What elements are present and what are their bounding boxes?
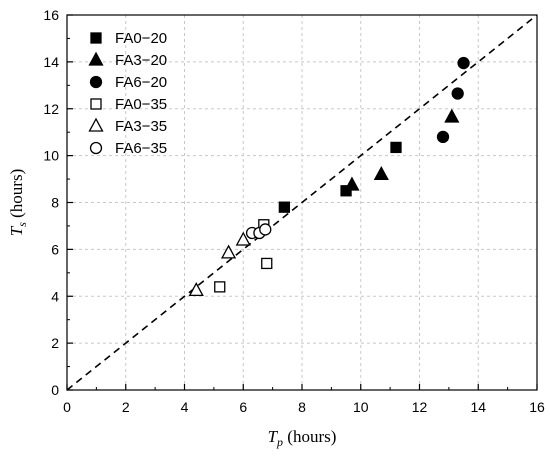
legend-marker-hollow-circle <box>89 141 103 155</box>
legend-label: FA3−35 <box>115 118 167 135</box>
x-tick-label: 12 <box>412 399 428 415</box>
y-tick-label: 14 <box>43 54 59 70</box>
data-points <box>188 56 470 297</box>
data-point-hollow-square <box>214 281 226 293</box>
x-tick-label: 0 <box>63 399 71 415</box>
x-tick-label: 2 <box>122 399 130 415</box>
y-tick-label: 0 <box>51 382 59 398</box>
legend-label: FA0−20 <box>115 30 167 47</box>
x-tick-label: 8 <box>298 399 306 415</box>
y-axis-title: Ts (hours) <box>7 169 29 237</box>
data-point-hollow-triangle <box>235 231 251 246</box>
y-tick-label: 8 <box>51 195 59 211</box>
data-point-filled-square <box>390 141 402 154</box>
legend-marker-hollow-triangle <box>88 117 104 132</box>
y-tick-label: 16 <box>43 7 59 23</box>
x-tick-label: 14 <box>470 399 486 415</box>
y-tick-label: 10 <box>43 148 59 164</box>
data-point-filled-square <box>340 185 352 197</box>
data-point-hollow-triangle <box>220 244 237 259</box>
legend-label: FA3−20 <box>115 52 167 69</box>
reference-line <box>66 14 538 391</box>
data-point-hollow-triangle <box>188 282 204 297</box>
series-group <box>245 223 272 240</box>
legend-label: FA6−20 <box>115 74 167 91</box>
data-point-hollow-circle <box>259 223 272 236</box>
legend-marker-hollow-square <box>90 98 102 110</box>
data-point-hollow-square <box>261 257 273 270</box>
x-tick-label: 10 <box>353 399 369 415</box>
legend-label: FA0−35 <box>115 96 167 113</box>
legend-marker-filled-square <box>90 32 102 44</box>
data-point-filled-square <box>278 201 291 213</box>
series-group <box>188 231 251 297</box>
axis-ticks: 0 2 4 6 8 10 12 14 16 0 2 4 6 8 10 12 14 16 <box>43 7 545 415</box>
x-axis-title: Tp (hours) <box>268 427 337 449</box>
y-tick-label: 6 <box>51 241 59 257</box>
series-group <box>344 108 460 191</box>
y-tick-label: 12 <box>43 101 59 117</box>
data-point-filled-triangle <box>373 166 389 181</box>
data-point-filled-circle <box>451 87 464 100</box>
data-point-filled-triangle <box>344 176 360 191</box>
data-point-filled-triangle <box>444 108 460 123</box>
x-tick-label: 6 <box>239 399 247 415</box>
y-tick-label: 4 <box>51 288 59 304</box>
legend: FA0−20 FA3−20 FA6−20 FA0−35 FA3−35 FA6−35 <box>88 30 167 157</box>
data-point-filled-circle <box>436 130 450 144</box>
y-tick-label: 2 <box>51 335 59 351</box>
x-tick-label: 16 <box>529 399 545 415</box>
series-group <box>278 141 402 213</box>
series-group <box>436 56 470 144</box>
legend-label: FA6−35 <box>115 140 167 157</box>
legend-marker-filled-triangle <box>88 51 104 66</box>
data-point-filled-circle <box>457 56 470 70</box>
legend-marker-filled-circle <box>89 75 103 89</box>
x-tick-label: 4 <box>181 399 189 415</box>
